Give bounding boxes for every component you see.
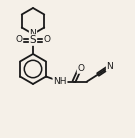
Text: O: O <box>43 35 50 44</box>
Text: S: S <box>30 35 36 45</box>
Text: NH: NH <box>53 77 67 86</box>
Text: N: N <box>107 62 113 71</box>
Text: N: N <box>30 30 36 39</box>
Text: O: O <box>16 35 23 44</box>
Text: O: O <box>77 64 85 73</box>
